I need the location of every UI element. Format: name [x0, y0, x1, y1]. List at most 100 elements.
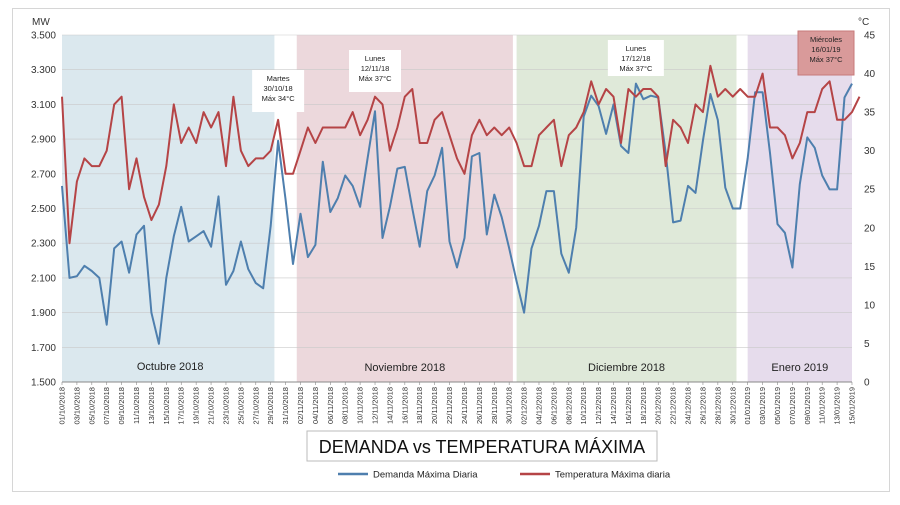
x-tick-label: 01/01/2019: [743, 387, 752, 425]
x-tick-label: 09/01/2019: [803, 387, 812, 425]
annotation-text: Miércoles: [810, 35, 842, 44]
y-right-tick-label: 45: [864, 31, 876, 42]
x-tick-label: 26/11/2018: [475, 387, 484, 424]
y-left-tick-label: 3.500: [31, 31, 56, 42]
annotation-box: [252, 70, 305, 112]
legend-label: Temperatura Máxima diaria: [555, 470, 671, 481]
y-right-axis-label: °C: [858, 17, 869, 28]
x-tick-label: 01/10/2018: [58, 387, 67, 425]
x-tick-label: 10/11/2018: [356, 387, 365, 424]
y-left-tick-label: 3.300: [31, 65, 56, 76]
x-tick-label: 18/11/2018: [415, 387, 424, 424]
annotation-text: 30/10/18: [264, 84, 293, 93]
x-tick-label: 28/12/2018: [713, 387, 722, 425]
annotation-text: Lunes: [626, 44, 647, 53]
y-left-tick-label: 2.100: [31, 273, 56, 284]
annotation-box: [607, 40, 664, 76]
x-tick-label: 20/12/2018: [654, 387, 663, 425]
y-right-tick-label: 5: [864, 339, 870, 350]
x-tick-label: 02/11/2018: [296, 387, 305, 424]
x-tick-label: 25/10/2018: [236, 387, 245, 425]
x-tick-label: 13/01/2019: [833, 387, 842, 425]
y-left-tick-label: 3.100: [31, 100, 56, 111]
y-left-tick-label: 1.500: [31, 378, 56, 389]
x-tick-label: 04/11/2018: [311, 387, 320, 424]
annotation-text: Martes: [267, 74, 290, 83]
x-tick-label: 31/10/2018: [281, 387, 290, 425]
x-tick-label: 23/10/2018: [221, 387, 230, 425]
x-tick-label: 03/10/2018: [72, 387, 81, 425]
y-left-tick-label: 2.300: [31, 239, 56, 250]
y-left-tick-label: 2.500: [31, 204, 56, 215]
x-tick-label: 29/10/2018: [266, 387, 275, 425]
month-label: Octubre 2018: [137, 361, 204, 373]
x-tick-label: 14/12/2018: [609, 387, 618, 425]
series-line-demand: [61, 82, 853, 345]
x-tick-label: 09/10/2018: [117, 387, 126, 425]
x-tick-label: 19/10/2018: [192, 387, 201, 425]
x-tick-label: 06/11/2018: [326, 387, 335, 424]
chart-title: DEMANDA vs TEMPERATURA MÁXIMA: [319, 437, 645, 457]
x-tick-label: 26/12/2018: [698, 387, 707, 425]
title-box: [306, 430, 658, 462]
annotation-text: 12/11/18: [361, 64, 390, 73]
x-tick-label: 10/12/2018: [579, 387, 588, 425]
x-tick-label: 07/01/2019: [788, 387, 797, 425]
x-tick-label: 12/11/2018: [371, 387, 380, 424]
x-tick-label: 24/11/2018: [460, 387, 469, 424]
annotation-text: Máx 37°C: [809, 55, 843, 64]
x-tick-label: 27/10/2018: [251, 387, 260, 425]
x-tick-label: 20/11/2018: [430, 387, 439, 424]
x-tick-label: 12/12/2018: [594, 387, 603, 425]
x-tick-label: 03/01/2019: [758, 387, 767, 425]
y-left-axis-label: MW: [32, 17, 50, 28]
y-right-tick-label: 15: [864, 262, 876, 273]
x-tick-label: 16/11/2018: [400, 387, 409, 424]
x-tick-label: 22/12/2018: [669, 387, 678, 425]
x-tick-label: 16/12/2018: [624, 387, 633, 425]
annotation-box: [797, 30, 855, 76]
annotation-text: 16/01/19: [811, 45, 840, 54]
annotation-box: [349, 50, 402, 92]
y-right-tick-label: 20: [864, 223, 876, 234]
y-right-tick-label: 0: [864, 378, 870, 389]
x-tick-label: 07/10/2018: [102, 387, 111, 425]
x-tick-label: 06/12/2018: [549, 387, 558, 425]
month-label: Diciembre 2018: [588, 362, 665, 374]
annotation-text: Lunes: [365, 54, 386, 63]
x-tick-label: 11/10/2018: [132, 387, 141, 424]
x-tick-label: 17/10/2018: [177, 387, 186, 425]
annotation-text: 17/12/18: [621, 54, 650, 63]
series-line-temperature: [61, 64, 861, 245]
x-tick-label: 30/12/2018: [728, 387, 737, 425]
x-tick-label: 14/11/2018: [385, 387, 394, 424]
x-tick-label: 30/11/2018: [505, 387, 514, 424]
x-tick-label: 24/12/2018: [684, 387, 693, 425]
y-left-tick-label: 2.900: [31, 135, 56, 146]
x-tick-label: 13/10/2018: [147, 387, 156, 425]
x-tick-label: 15/01/2019: [848, 387, 857, 425]
x-tick-label: 04/12/2018: [534, 387, 543, 425]
y-right-tick-label: 25: [864, 185, 876, 196]
month-label: Enero 2019: [771, 362, 828, 374]
x-tick-label: 28/11/2018: [490, 387, 499, 424]
y-left-tick-label: 2.700: [31, 169, 56, 180]
y-right-tick-label: 35: [864, 108, 876, 119]
y-left-tick-label: 1.900: [31, 308, 56, 319]
x-tick-label: 15/10/2018: [162, 387, 171, 425]
x-tick-label: 05/01/2019: [773, 387, 782, 425]
x-tick-label: 18/12/2018: [639, 387, 648, 425]
y-right-tick-label: 10: [864, 300, 876, 311]
y-right-tick-label: 30: [864, 146, 876, 157]
x-tick-label: 08/11/2018: [341, 387, 350, 424]
annotation-text: Máx 37°C: [359, 74, 393, 83]
x-tick-label: 21/10/2018: [207, 387, 216, 425]
x-tick-label: 08/12/2018: [564, 387, 573, 425]
y-left-tick-label: 1.700: [31, 343, 56, 354]
x-tick-label: 05/10/2018: [87, 387, 96, 425]
x-tick-label: 11/01/2019: [818, 387, 827, 424]
legend-label: Demanda Máxima Diaria: [373, 470, 478, 481]
annotation-text: Máx 37°C: [619, 64, 653, 73]
y-right-tick-label: 40: [864, 69, 876, 80]
